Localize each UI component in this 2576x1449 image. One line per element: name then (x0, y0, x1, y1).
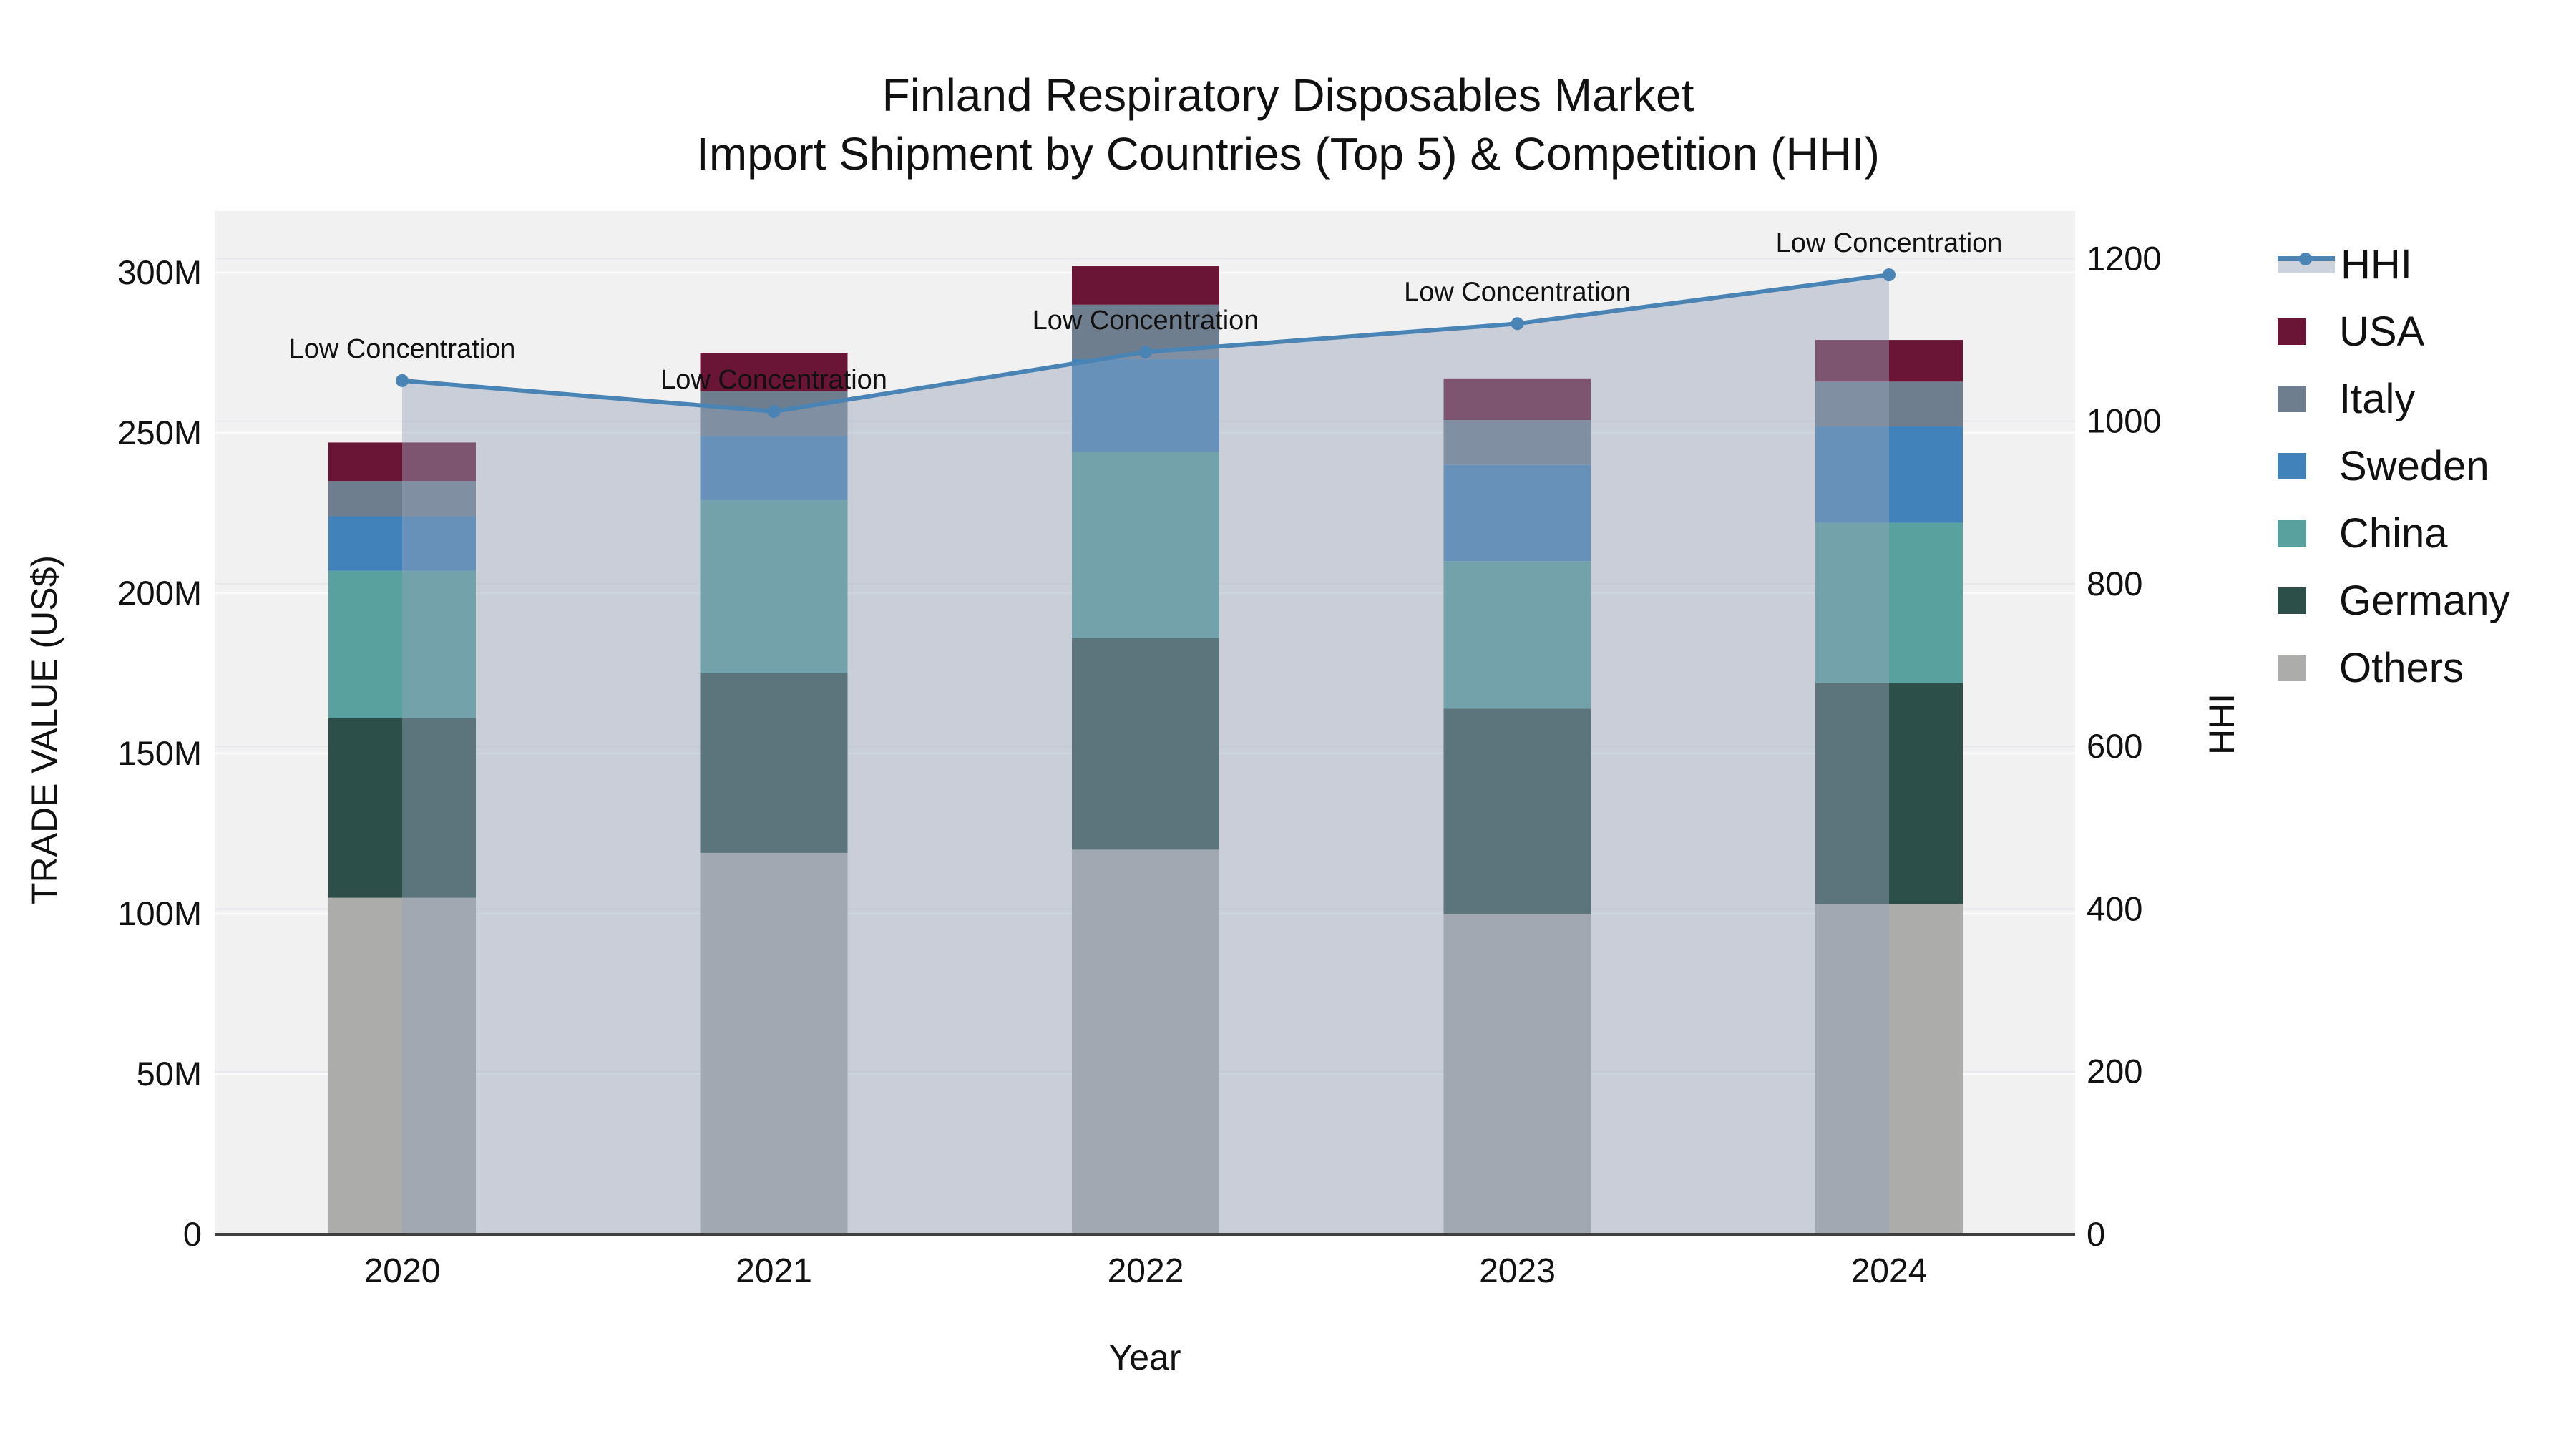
x-tick-label-2024: 2024 (1851, 1252, 1928, 1290)
hhi-marker-2024 (1883, 268, 1896, 282)
bar-segment-germany-2024 (1815, 683, 1963, 904)
legend-label: Italy (2339, 375, 2416, 422)
y-left-tick-label: 50M (137, 1055, 202, 1093)
y-axis-title-right: HHI (2202, 693, 2242, 756)
y-right-tick-label: 600 (2087, 727, 2142, 765)
bar-segment-sweden-2023 (1443, 464, 1591, 562)
legend-item-italy: Italy (2278, 365, 2510, 432)
bar-segment-sweden-2024 (1815, 426, 1963, 523)
usa-color-swatch (2278, 318, 2306, 345)
x-axis-title: Year (1108, 1337, 1181, 1377)
legend-item-germany: Germany (2278, 567, 2510, 634)
bar-segment-germany-2020 (328, 718, 476, 898)
y-right-tick-label: 800 (2087, 565, 2142, 602)
chart-title-line2: Import Shipment by Countries (Top 5) & C… (696, 128, 1880, 180)
sweden-color-swatch (2278, 452, 2306, 479)
bar-segment-italy-2020 (328, 481, 476, 517)
bar-segment-germany-2022 (1072, 638, 1219, 850)
y-right-tick-label: 200 (2087, 1053, 2142, 1091)
legend-label: Sweden (2339, 442, 2489, 489)
bar-segment-sweden-2022 (1072, 358, 1219, 452)
bar-segment-usa-2022 (1072, 266, 1219, 305)
bar-segment-others-2023 (1443, 914, 1591, 1234)
annotation-2024: Low Concentration (1776, 228, 2003, 258)
bar-segment-germany-2021 (700, 673, 848, 853)
bar-segment-sweden-2020 (328, 516, 476, 571)
legend-item-hhi: HHI (2278, 230, 2510, 298)
bar-segment-germany-2023 (1443, 708, 1591, 914)
legend: HHI USA Italy Sweden China Germany Other… (2278, 230, 2510, 701)
y-left-tick-label: 100M (117, 894, 202, 932)
x-tick-label-2022: 2022 (1108, 1252, 1184, 1290)
bar-segment-others-2024 (1815, 904, 1963, 1234)
legend-label: Germany (2339, 577, 2510, 624)
bar-segment-usa-2023 (1443, 378, 1591, 421)
bar-segment-china-2022 (1072, 452, 1219, 638)
bar-segment-usa-2020 (328, 442, 476, 482)
y-left-tick-label: 150M (117, 734, 202, 772)
annotation-2023: Low Concentration (1404, 277, 1631, 307)
chart-title: Finland Respiratory Disposables Market I… (0, 66, 2576, 183)
hhi-area-fill (402, 275, 1889, 1234)
hhi-line-sample-icon (2278, 250, 2335, 278)
legend-label: HHI (2341, 240, 2412, 288)
x-tick-label-2021: 2021 (736, 1252, 812, 1290)
y-right-tick-label: 1000 (2087, 402, 2162, 440)
bar-segment-china-2021 (700, 500, 848, 673)
legend-item-others: Others (2278, 634, 2510, 701)
bar-segment-china-2020 (328, 570, 476, 718)
y-left-tick-label: 0 (183, 1215, 202, 1253)
hhi-marker-2022 (1139, 346, 1152, 359)
bar-segment-others-2020 (328, 897, 476, 1234)
legend-label: USA (2339, 308, 2425, 355)
others-color-swatch (2278, 654, 2306, 681)
hhi-marker-2021 (767, 405, 781, 419)
hhi-marker-2020 (396, 374, 409, 387)
germany-color-swatch (2278, 587, 2306, 614)
bar-segment-others-2021 (700, 852, 848, 1234)
y-left-tick-label: 200M (117, 574, 202, 612)
annotation-2022: Low Concentration (1033, 306, 1259, 336)
annotation-2020: Low Concentration (289, 334, 516, 364)
y-right-tick-label: 1200 (2087, 239, 2162, 277)
y-left-tick-label: 250M (117, 414, 202, 452)
hhi-marker-2023 (1511, 317, 1524, 331)
bar-segment-italy-2023 (1443, 420, 1591, 465)
bar-segment-others-2022 (1072, 849, 1219, 1234)
y-left-tick-label: 300M (117, 253, 202, 291)
legend-item-sweden: Sweden (2278, 432, 2510, 499)
hhi-marker-sample (2299, 253, 2312, 265)
annotation-2021: Low Concentration (660, 365, 887, 395)
y-right-tick-label: 0 (2087, 1215, 2105, 1253)
bar-segment-china-2024 (1815, 522, 1963, 683)
china-color-swatch (2278, 519, 2306, 547)
bar-segment-sweden-2021 (700, 436, 848, 501)
x-tick-label-2023: 2023 (1479, 1252, 1556, 1290)
bar-segment-china-2023 (1443, 561, 1591, 709)
legend-label: China (2339, 509, 2448, 557)
y-right-tick-label: 400 (2087, 889, 2142, 927)
hhi-fill-sample (2278, 259, 2335, 273)
chart-title-line1: Finland Respiratory Disposables Market (882, 69, 1694, 121)
legend-item-usa: USA (2278, 298, 2510, 365)
bar-segment-usa-2021 (700, 353, 848, 391)
italy-color-swatch (2278, 385, 2306, 412)
y-axis-title-left: TRADE VALUE (US$) (24, 555, 64, 905)
legend-label: Others (2339, 644, 2464, 691)
x-tick-label-2020: 2020 (364, 1252, 441, 1290)
legend-item-china: China (2278, 499, 2510, 567)
bar-segment-italy-2024 (1815, 381, 1963, 427)
bar-segment-usa-2024 (1815, 340, 1963, 382)
